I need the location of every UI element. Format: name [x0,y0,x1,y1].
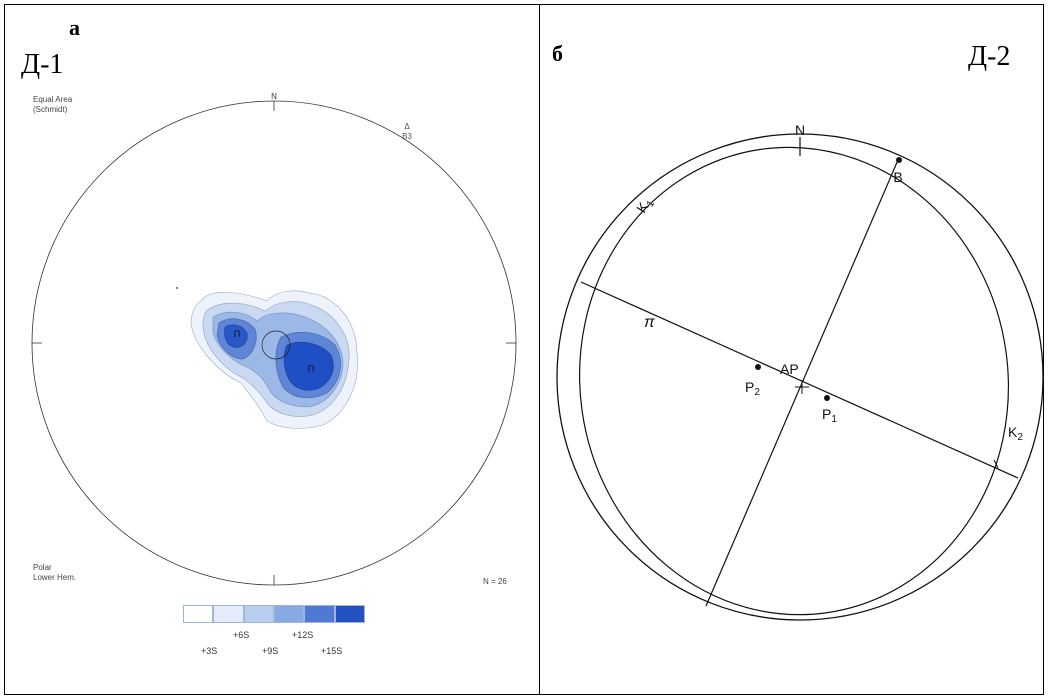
legend-swatch-6 [334,605,365,623]
marker-label: B3 [402,132,412,141]
peak-label-right: П [308,364,314,374]
panel-letter-b: б [552,41,563,66]
label-p1-main: P [822,406,831,422]
density-contours: П П [175,286,358,429]
legend-tick-12s: +12S [292,630,314,640]
point-p2 [755,364,761,370]
stereonet-panel-a: а Д-1 Equal Area (Schmidt) Polar Lower H… [4,4,540,695]
label-p1: P1 [822,406,837,425]
density-legend [183,605,365,623]
label-k2-sub: 2 [1017,432,1023,443]
mean-circle [261,330,291,360]
panel-letter-a: а [69,15,80,40]
label-k2: K2 [1008,424,1023,443]
legend-tick-3s: +3S [201,646,218,656]
panel-label-d1: Д-1 [21,49,64,80]
k2-tick [993,459,999,469]
legend-tick-9s: +9S [262,646,279,656]
legend-swatch-2 [213,605,244,623]
panel-label-d2: Д-2 [968,41,1011,72]
label-p2-main: P [745,379,754,395]
label-p2-sub: 2 [754,387,760,398]
sample-count: N = 26 [483,577,507,586]
label-b: B [893,169,902,185]
legend-tick-15s: +15S [321,646,343,656]
stereonet-a-svg: N Δ B3 П П [31,92,517,586]
label-p1-sub: 1 [831,414,837,425]
label-ap: AP [780,361,799,377]
stereonet-panel-b: б Д-2 N B AP P2 P1 π K1 K2 [540,4,1044,695]
small-circle-inner [578,146,1010,616]
stereonet-b-svg: N B AP P2 P1 π K1 K2 [556,122,1044,621]
legend-swatch-5 [304,605,335,623]
net-type-line-2: (Schmidt) [33,105,68,114]
point-p1 [824,395,830,401]
label-p2: P2 [745,379,760,398]
legend-tick-6s: +6S [233,630,250,640]
north-label-a: N [271,92,277,101]
legend-swatch-4 [273,605,305,623]
projection-line-2: Lower Hem. [33,573,77,582]
pi-girdle-line [580,281,1019,479]
label-pi: π [644,314,655,331]
stray-point [175,286,179,290]
projection-line-1: Polar [33,563,52,572]
label-k2-main: K [1008,424,1018,440]
point-b [896,157,902,163]
contour-15s-left [224,324,248,348]
legend-swatch-3 [243,605,274,623]
contour-15s [283,342,334,391]
net-type-line-1: Equal Area [33,95,73,104]
projection-label: Polar Lower Hem. [33,563,76,583]
peak-label-left: П [234,329,240,339]
north-label-b: N [795,122,805,138]
label-k1-sub: 1 [645,198,658,209]
net-type-label: Equal Area (Schmidt) [33,95,72,115]
legend-swatch-1 [183,605,214,623]
marker-triangle: Δ [404,122,410,131]
primitive-circle-b [556,133,1044,621]
